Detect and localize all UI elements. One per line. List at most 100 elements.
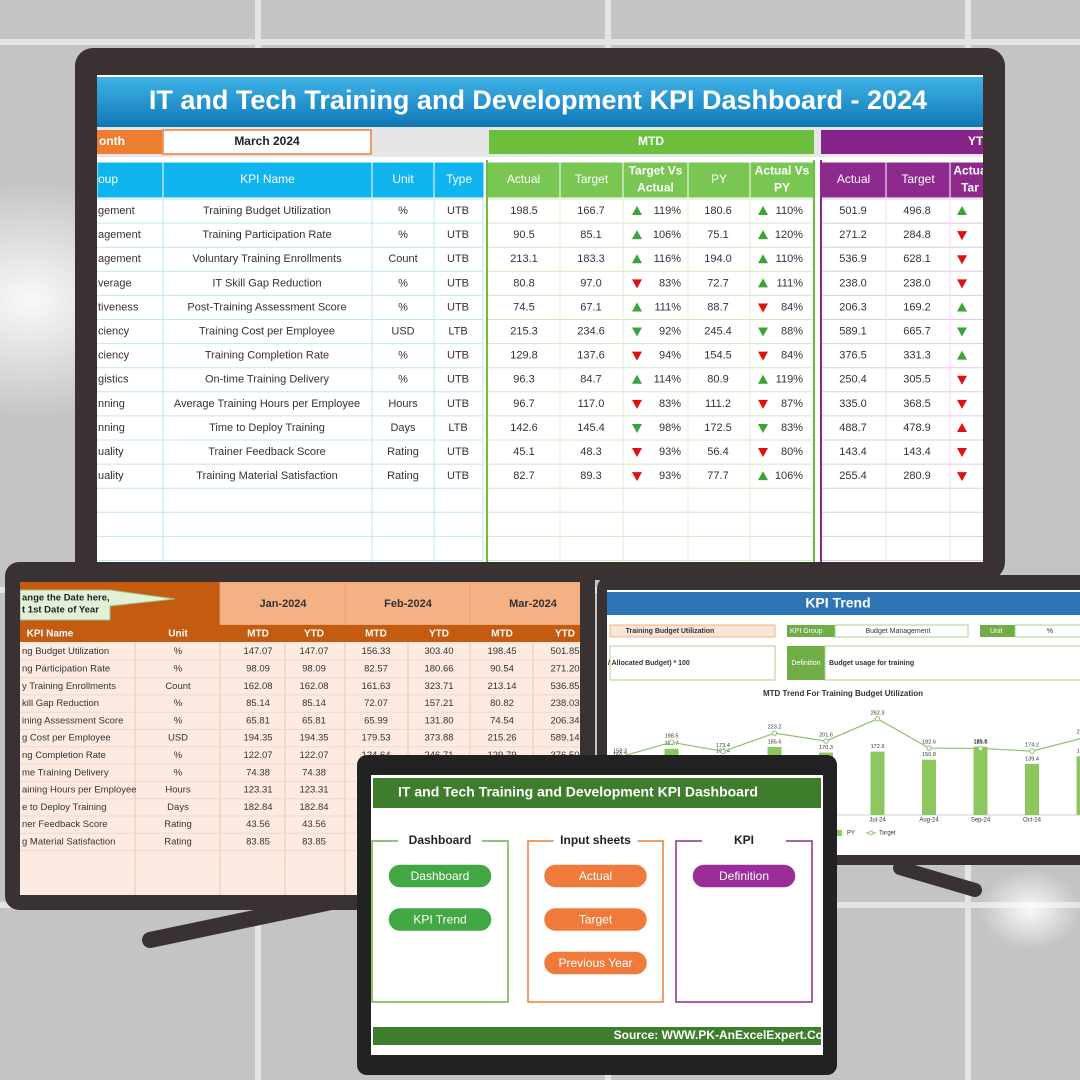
target-point [771, 730, 778, 736]
kpi-group: verage [98, 277, 132, 289]
status-arrow [758, 327, 768, 337]
target-point [874, 716, 881, 722]
button-label: KPI Trend [413, 913, 466, 927]
mtd-actual: 80.8 [513, 277, 534, 289]
input-value: 182.84 [299, 802, 328, 813]
kpi-name: g Material Satisfaction [22, 836, 115, 847]
kpi-unit: Rating [387, 446, 419, 458]
legend-label: PY [847, 831, 855, 837]
mtd-actual: 45.1 [513, 446, 534, 458]
kpi-name: me Training Delivery [22, 767, 109, 778]
kpi-name: IT Skill Gap Reduction [212, 277, 321, 289]
kpi-unit: USD [168, 733, 188, 744]
ytd-actual: 143.4 [839, 446, 867, 458]
kpi-type: LTB [448, 325, 467, 337]
column-header-text: Target [575, 172, 609, 186]
mtd-actual-vs-py: 110% [776, 205, 804, 217]
ytd-actual: 206.3 [839, 301, 867, 313]
data-label: 182.6 [922, 739, 936, 745]
mtd-target-vs-actual: 93% [659, 446, 681, 458]
kpi-group: ciency [98, 350, 130, 362]
kpi-unit: % [174, 698, 183, 709]
column-header-text: Actual Vs [755, 164, 810, 178]
mtd-actual: 82.7 [513, 470, 534, 482]
target-point [977, 745, 984, 752]
status-arrow [957, 279, 967, 289]
py-bar [870, 751, 885, 815]
mtd-target-vs-actual: 98% [659, 422, 681, 434]
status-arrow [758, 230, 768, 240]
kpi-type: UTB [447, 446, 469, 458]
mtd-actual-vs-py: 84% [781, 350, 803, 362]
kpi-type: UTB [447, 470, 469, 482]
kpi-group: nning [98, 422, 125, 434]
input-value: 90.54 [490, 663, 514, 674]
kpi-unit: % [174, 715, 183, 726]
input-value: 74.54 [490, 715, 514, 726]
kpi-unit: % [398, 350, 408, 362]
status-arrow [957, 327, 967, 337]
nav-button[interactable]: KPI Trend [387, 906, 493, 933]
sub-header-text: MTD [491, 629, 513, 640]
dashboard-title: IT and Tech Training and Development KPI… [149, 85, 927, 115]
mtd-actual-vs-py: 84% [781, 301, 803, 313]
month-header-text: Feb-2024 [384, 598, 433, 610]
month-box [162, 129, 372, 155]
kpi-unit: Days [167, 802, 189, 813]
status-arrow [758, 351, 768, 361]
ytd-actual: 238.0 [839, 277, 867, 289]
input-value: 589.14 [550, 733, 579, 744]
ytd-target: 478.9 [903, 422, 931, 434]
sub-header-text: YTD [304, 629, 324, 640]
py-bar [1076, 756, 1080, 815]
column-header-text: Target Vs [629, 164, 683, 178]
column-header-text: Actual [507, 172, 540, 186]
status-arrow [758, 471, 768, 481]
trend-header [607, 592, 1080, 615]
value-cell [1014, 624, 1080, 638]
input-value: 123.31 [243, 785, 272, 796]
kpi-unit: Rating [164, 819, 191, 830]
nav-button[interactable]: Actual [542, 863, 649, 889]
kpi-unit: Hours [388, 398, 418, 410]
input-value: 80.82 [490, 698, 514, 709]
input-value: 180.66 [424, 663, 453, 674]
legend-label: Target [879, 831, 896, 837]
mtd-target: 166.7 [577, 205, 605, 217]
input-value: 85.14 [302, 698, 326, 709]
kpi-name: ng Participation Rate [22, 663, 110, 674]
kpi-group: gistics [98, 374, 129, 386]
column-header-text: Unit [392, 172, 414, 186]
input-value: 122.07 [299, 750, 328, 761]
nav-button[interactable]: Target [542, 906, 649, 933]
button-label: Definition [719, 869, 769, 883]
input-value: 373.88 [424, 733, 453, 744]
nav-button[interactable]: Previous Year [542, 950, 649, 976]
input-value: 206.34 [550, 715, 579, 726]
kpi-name: aining Hours per Employee [22, 785, 137, 796]
input-value: 182.84 [243, 802, 272, 813]
kpi-unit: Rating [387, 470, 419, 482]
kpi-unit: % [398, 229, 408, 241]
legend-swatch [836, 830, 842, 836]
data-label: 158.3 [613, 748, 627, 754]
ytd-target: 238.0 [903, 277, 931, 289]
input-value: 147.07 [299, 646, 328, 657]
mtd-target-vs-actual: 94% [659, 350, 681, 362]
data-label: 262.3 [871, 710, 885, 716]
x-tick-label: Aug-24 [919, 818, 939, 824]
nav-button[interactable]: Dashboard [387, 863, 493, 889]
callout-text: ange the Date here, [22, 593, 110, 604]
unit-label: Unit [990, 628, 1003, 635]
kpi-unit: % [398, 277, 408, 289]
kpi-group: agement [98, 253, 141, 265]
mtd-actual: 213.1 [510, 253, 538, 265]
nav-button[interactable]: Definition [691, 863, 797, 889]
kpi-unit: USD [391, 325, 414, 337]
status-arrow [758, 254, 768, 264]
input-value: 238.03 [550, 698, 579, 709]
column-header [949, 161, 983, 199]
mtd-target: 145.4 [577, 422, 605, 434]
mtd-target: 97.0 [580, 277, 601, 289]
